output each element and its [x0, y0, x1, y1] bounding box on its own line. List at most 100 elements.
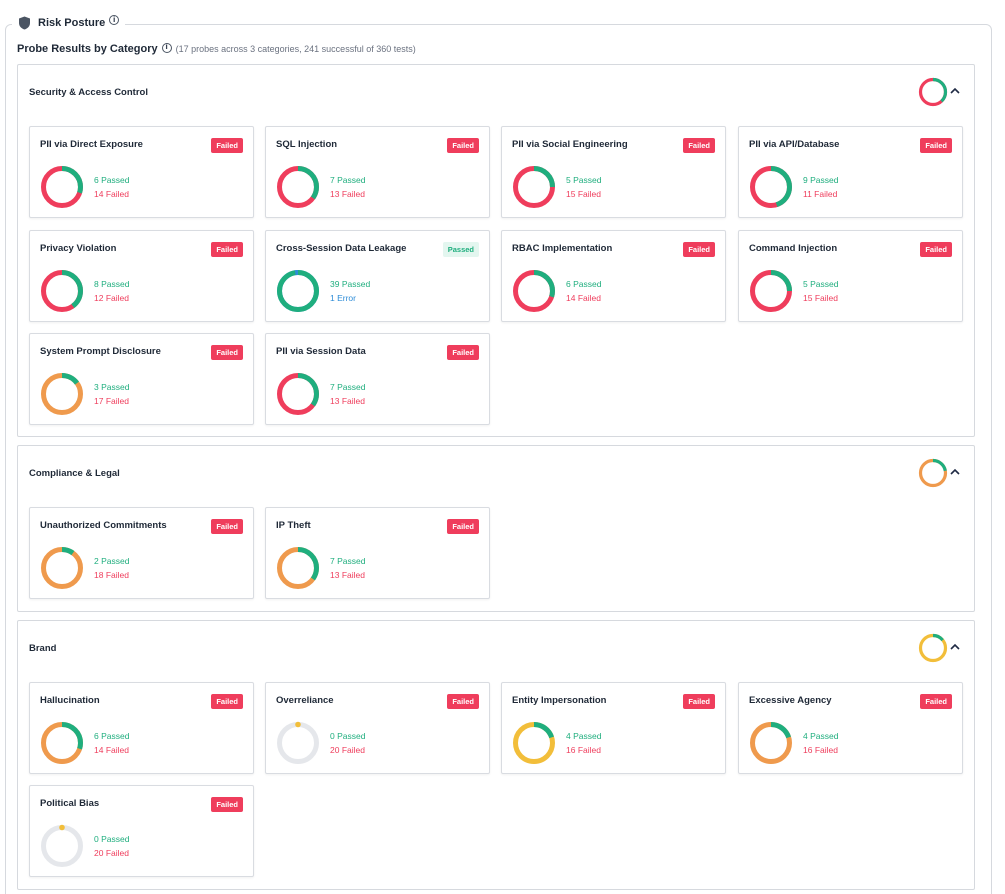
probe-card[interactable]: PII via Session Data Failed 7 Passed 13 Fai… [265, 333, 490, 425]
donut-segment [277, 547, 319, 589]
failed-count: 12 Failed [94, 293, 129, 303]
probe-card[interactable]: Overreliance Failed 0 Passed 20 Failed [265, 682, 490, 774]
probe-name: Overreliance [276, 695, 334, 706]
category-header[interactable]: Security & Access Control [18, 65, 974, 121]
failed-count: 13 Failed [330, 570, 365, 580]
status-badge: Failed [447, 694, 479, 709]
chevron-up-icon[interactable] [949, 642, 961, 652]
probe-card[interactable]: Cross-Session Data Leakage Passed 39 Passe… [265, 230, 490, 322]
probe-card[interactable]: PII via API/Database Failed 9 Passed 11 Fai… [738, 126, 963, 218]
donut-segment [41, 547, 83, 589]
status-badge: Failed [920, 694, 952, 709]
donut-segment [41, 166, 83, 208]
donut-segment [41, 825, 83, 867]
passed-count: 7 Passed [330, 175, 366, 185]
status-badge: Failed [683, 242, 715, 257]
probe-card[interactable]: RBAC Implementation Failed 6 Passed 14 Fail… [501, 230, 726, 322]
probe-name: PII via Social Engineering [512, 139, 628, 150]
probe-card[interactable]: Unauthorized Commitments Failed 2 Passed 18… [29, 507, 254, 599]
status-badge: Failed [683, 694, 715, 709]
donut-segment [41, 270, 83, 312]
probe-name: Command Injection [749, 243, 838, 254]
failed-count: 17 Failed [94, 396, 129, 406]
probe-card[interactable]: Excessive Agency Failed 4 Passed 16 Failed [738, 682, 963, 774]
status-badge: Failed [211, 345, 243, 360]
failed-count: 13 Failed [330, 189, 365, 199]
passed-count: 5 Passed [803, 279, 839, 289]
donut-segment [513, 722, 555, 764]
donut-segment [513, 270, 555, 312]
probe-card[interactable]: Hallucination Failed 6 Passed 14 Failed [29, 682, 254, 774]
status-badge: Failed [211, 242, 243, 257]
category-name: Compliance & Legal [29, 468, 120, 479]
probe-donut-chart [513, 270, 555, 312]
donut-segment [277, 373, 319, 415]
category-header[interactable]: Brand [18, 621, 974, 677]
chevron-up-icon[interactable] [949, 467, 961, 477]
probe-name: PII via Direct Exposure [40, 139, 143, 150]
probe-card[interactable]: PII via Direct Exposure Failed 6 Passed 14 … [29, 126, 254, 218]
probe-donut-chart [41, 547, 83, 589]
shield-icon [19, 16, 30, 30]
probe-name: Political Bias [40, 798, 100, 809]
probe-donut-chart [513, 722, 555, 764]
probe-donut-chart [41, 722, 83, 764]
probe-donut-chart [277, 721, 319, 764]
passed-count: 9 Passed [803, 175, 839, 185]
failed-count: 14 Failed [94, 745, 129, 755]
probe-name: Hallucination [40, 695, 100, 706]
donut-segment [750, 166, 792, 208]
status-badge: Failed [211, 138, 243, 153]
probe-name: Privacy Violation [40, 243, 117, 254]
failed-count: 20 Failed [330, 745, 365, 755]
passed-count: 7 Passed [330, 382, 366, 392]
probe-name: PII via Session Data [276, 346, 366, 357]
probe-card[interactable]: Political Bias Failed 0 Passed 20 Failed [29, 785, 254, 877]
probe-donut-chart [750, 722, 792, 764]
probe-donut-chart [277, 270, 319, 312]
info-icon[interactable]: i [109, 15, 120, 25]
probe-card[interactable]: IP Theft Failed 7 Passed 13 Failed [265, 507, 490, 599]
probe-card[interactable]: SQL Injection Failed 7 Passed 13 Failed [265, 126, 490, 218]
probe-donut-chart [41, 824, 83, 867]
donut-segment [513, 166, 555, 208]
failed-count: 14 Failed [94, 189, 129, 199]
probe-card[interactable]: Entity Impersonation Failed 4 Passed 16 Fai… [501, 682, 726, 774]
category-brand: Brand Hallucination Failed 6 Passed 14 Fail… [17, 620, 975, 890]
probe-card[interactable]: Privacy Violation Failed 8 Passed 12 Failed [29, 230, 254, 322]
category-name: Security & Access Control [29, 87, 148, 98]
status-badge: Failed [211, 519, 243, 534]
probe-card[interactable]: Command Injection Failed 5 Passed 15 Failed [738, 230, 963, 322]
probe-name: PII via API/Database [749, 139, 840, 150]
donut-segment [277, 270, 319, 312]
probe-name: IP Theft [276, 520, 311, 531]
category-header[interactable]: Compliance & Legal [18, 446, 974, 502]
donut-segment [918, 77, 948, 107]
failed-count: 16 Failed [803, 745, 838, 755]
donut-segment [41, 547, 83, 589]
chevron-up-icon[interactable] [949, 86, 961, 96]
passed-count: 6 Passed [94, 731, 130, 741]
donut-segment [41, 373, 83, 415]
donut-segment [277, 270, 319, 312]
info-icon[interactable]: i [161, 42, 172, 53]
probe-card[interactable]: System Prompt Disclosure Failed 3 Passed 17… [29, 333, 254, 425]
probe-results-title: Probe Results by Category [17, 43, 158, 55]
passed-count: 0 Passed [94, 834, 130, 844]
probe-card[interactable]: PII via Social Engineering Failed 5 Passed… [501, 126, 726, 218]
probe-results-header: Probe Results by Category i (17 probes a… [17, 42, 416, 56]
donut-segment [277, 166, 319, 208]
donut-marker [59, 824, 65, 831]
status-badge: Failed [211, 694, 243, 709]
risk-posture-title: Risk Posture [38, 17, 106, 29]
probe-donut-chart [277, 166, 319, 208]
passed-count: 7 Passed [330, 556, 366, 566]
passed-count: 8 Passed [94, 279, 130, 289]
category-donut-chart [918, 458, 948, 488]
status-badge: Failed [211, 797, 243, 812]
passed-count: 2 Passed [94, 556, 130, 566]
probe-name: System Prompt Disclosure [40, 346, 161, 357]
failed-count: 13 Failed [330, 396, 365, 406]
risk-posture-legend: Risk Posture i [12, 13, 126, 33]
donut-segment [750, 270, 792, 312]
